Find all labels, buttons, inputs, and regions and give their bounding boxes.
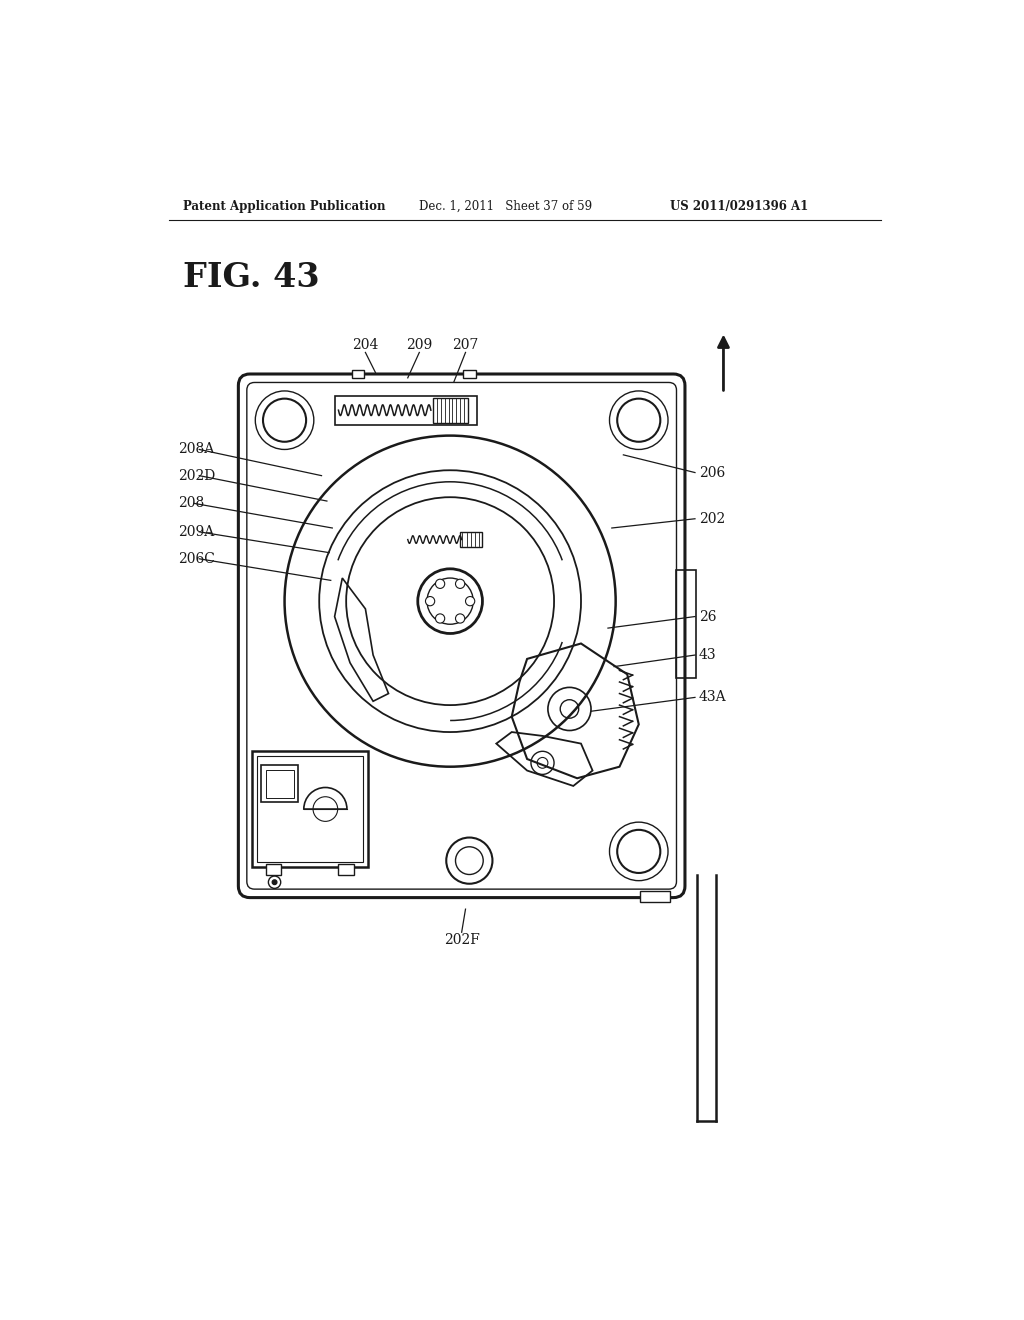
Text: 202D: 202D [178,469,215,483]
Bar [640,891,670,903]
Bar [335,396,477,425]
Text: FIG. 43: FIG. 43 [183,261,319,294]
Bar [433,397,468,422]
Bar [266,770,294,797]
Text: 206C: 206C [178,552,215,566]
Text: 202: 202 [698,512,725,525]
Bar [460,532,481,548]
Bar [463,370,475,378]
Text: US 2011/0291396 A1: US 2011/0291396 A1 [670,199,808,213]
Text: 204: 204 [352,338,379,351]
Text: Patent Application Publication: Patent Application Publication [183,199,385,213]
Text: Dec. 1, 2011   Sheet 37 of 59: Dec. 1, 2011 Sheet 37 of 59 [419,199,593,213]
Bar [339,863,354,874]
Text: 209A: 209A [178,525,215,539]
Bar [677,570,695,678]
Text: 208A: 208A [178,442,215,457]
Text: 43: 43 [698,648,717,663]
Bar [252,751,368,867]
Text: 43A: 43A [698,690,726,705]
Bar [261,766,298,803]
Text: 208: 208 [178,496,205,511]
Bar [266,863,282,874]
Bar [257,756,364,862]
Circle shape [435,579,444,589]
Circle shape [425,597,435,606]
Circle shape [272,880,276,884]
Text: 202F: 202F [443,933,479,946]
Circle shape [456,579,465,589]
Text: 26: 26 [698,610,717,623]
Text: 209: 209 [407,338,432,351]
Circle shape [435,614,444,623]
Text: 207: 207 [453,338,478,351]
Circle shape [466,597,475,606]
Bar [351,370,364,378]
Circle shape [456,614,465,623]
Text: 206: 206 [698,466,725,479]
